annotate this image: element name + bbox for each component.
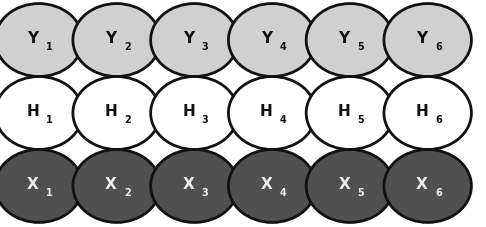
Text: X: X xyxy=(338,176,350,191)
Ellipse shape xyxy=(306,77,394,150)
Text: Y: Y xyxy=(339,31,349,46)
Ellipse shape xyxy=(151,150,238,222)
Ellipse shape xyxy=(306,150,394,222)
Ellipse shape xyxy=(0,5,83,77)
Ellipse shape xyxy=(151,77,238,150)
Ellipse shape xyxy=(73,150,160,222)
Ellipse shape xyxy=(384,5,471,77)
Text: Y: Y xyxy=(28,31,38,46)
Text: 3: 3 xyxy=(202,114,208,124)
Text: 3: 3 xyxy=(202,42,208,52)
Text: Y: Y xyxy=(105,31,116,46)
Text: H: H xyxy=(104,103,117,118)
Text: Y: Y xyxy=(261,31,272,46)
Text: 2: 2 xyxy=(124,114,131,124)
Text: Y: Y xyxy=(183,31,194,46)
Text: X: X xyxy=(416,176,428,191)
Ellipse shape xyxy=(228,5,316,77)
Text: 1: 1 xyxy=(46,187,53,197)
Text: X: X xyxy=(27,176,39,191)
Text: 5: 5 xyxy=(357,42,364,52)
Text: 1: 1 xyxy=(46,42,53,52)
Text: X: X xyxy=(260,176,272,191)
Text: H: H xyxy=(27,103,39,118)
Text: 6: 6 xyxy=(435,42,442,52)
Text: H: H xyxy=(260,103,273,118)
Text: H: H xyxy=(182,103,195,118)
Text: 2: 2 xyxy=(124,187,131,197)
Text: 1: 1 xyxy=(46,114,53,124)
Ellipse shape xyxy=(0,77,83,150)
Text: 6: 6 xyxy=(435,114,442,124)
Ellipse shape xyxy=(0,150,83,222)
Text: 4: 4 xyxy=(279,42,286,52)
Text: H: H xyxy=(338,103,350,118)
Text: 5: 5 xyxy=(357,187,364,197)
Ellipse shape xyxy=(228,150,316,222)
Text: 3: 3 xyxy=(202,187,208,197)
Ellipse shape xyxy=(151,5,238,77)
Text: X: X xyxy=(183,176,194,191)
Text: 4: 4 xyxy=(279,114,286,124)
Ellipse shape xyxy=(384,77,471,150)
Ellipse shape xyxy=(228,77,316,150)
Text: 5: 5 xyxy=(357,114,364,124)
Ellipse shape xyxy=(73,77,160,150)
Text: Y: Y xyxy=(417,31,427,46)
Text: 2: 2 xyxy=(124,42,131,52)
Text: H: H xyxy=(416,103,428,118)
Text: X: X xyxy=(105,176,117,191)
Text: 6: 6 xyxy=(435,187,442,197)
Ellipse shape xyxy=(73,5,160,77)
Text: 4: 4 xyxy=(279,187,286,197)
Ellipse shape xyxy=(306,5,394,77)
Ellipse shape xyxy=(384,150,471,222)
